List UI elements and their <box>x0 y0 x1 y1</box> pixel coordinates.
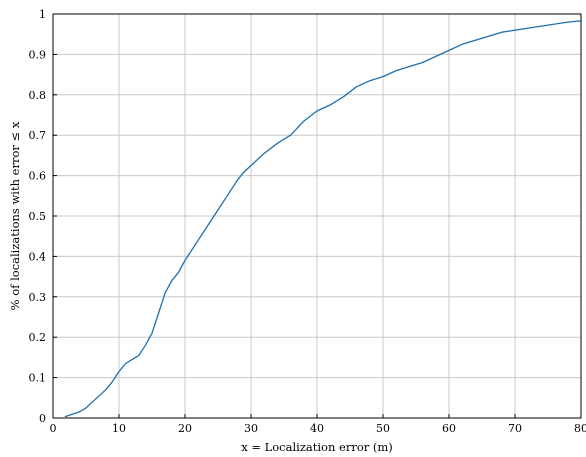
x-tick-label: 20 <box>178 422 192 435</box>
x-axis-title: x = Localization error (m) <box>241 440 393 454</box>
y-tick-label: 1 <box>39 8 46 21</box>
x-tick-label: 80 <box>574 422 586 435</box>
tick-labels: 0 10 20 30 40 50 60 70 80 0 0.1 0.2 0.3 0.4 0.5 0.6 0.7 0… <box>29 8 586 435</box>
y-tick-label: 0.2 <box>29 331 47 344</box>
y-tick-label: 0.8 <box>29 89 47 102</box>
y-tick-label: 0.7 <box>29 129 47 142</box>
x-tick-label: 40 <box>310 422 324 435</box>
y-axis-title: % of localizations with error ≤ x <box>8 121 22 310</box>
y-tick-label: 0.6 <box>29 170 47 183</box>
x-tick-label: 50 <box>376 422 390 435</box>
cdf-line <box>64 20 582 418</box>
series-group <box>64 20 582 418</box>
x-tick-label: 30 <box>244 422 258 435</box>
x-tick-label: 70 <box>508 422 522 435</box>
x-tick-label: 60 <box>442 422 456 435</box>
y-tick-label: 0.5 <box>29 210 47 223</box>
grid-lines <box>53 14 581 418</box>
y-tick-label: 0.1 <box>29 372 47 385</box>
x-tick-label: 10 <box>112 422 126 435</box>
y-tick-label: 0.4 <box>29 250 47 263</box>
y-tick-label: 0.9 <box>29 48 47 61</box>
y-tick-label: 0 <box>39 412 46 425</box>
y-tick-label: 0.3 <box>29 291 47 304</box>
x-tick-label: 0 <box>50 422 57 435</box>
